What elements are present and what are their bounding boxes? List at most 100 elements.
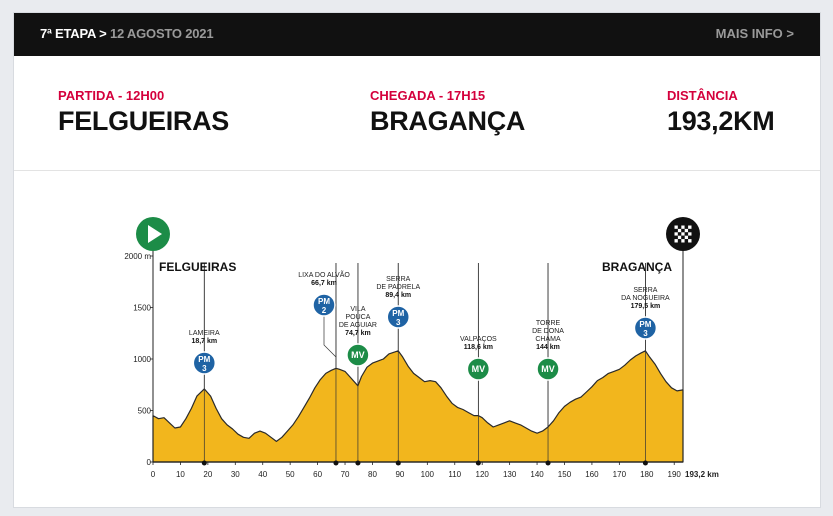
checkered-flag-cell [674, 239, 678, 243]
x-tick-label: 40 [258, 470, 267, 479]
checkered-flag-cell [674, 228, 678, 233]
y-tick-label: 0 [147, 458, 152, 467]
x-tick-label: 0 [151, 470, 156, 479]
distance-value: 193,2KM [667, 106, 775, 136]
x-tick-label: 90 [395, 470, 404, 479]
checkered-flag-cell [681, 225, 685, 229]
km-dot [395, 460, 401, 466]
checkered-flag-cell [684, 235, 689, 240]
checkered-flag-cell [688, 225, 692, 229]
x-tick-label: 70 [341, 470, 350, 479]
distance-info: DISTÂNCIA 193,2KM [667, 88, 775, 137]
x-tick-label: 20 [203, 470, 212, 479]
start-city: FELGUEIRAS [58, 106, 230, 136]
finish-info: CHEGADA - 17H15 BRAGANÇA [370, 88, 525, 137]
waypoint-name: DA NOGUEIRA [621, 295, 670, 302]
waypoint-distance: 89,4 km [385, 292, 411, 299]
stage-header: 7ª ETAPA > 12 AGOSTO 2021 MAIS INFO > [14, 13, 820, 56]
stage-label[interactable]: 7ª ETAPA > [40, 26, 107, 41]
stage-date: 12 AGOSTO 2021 [109, 26, 214, 41]
waypoint-distance: 118,6 km [464, 344, 493, 351]
mountain-prize-badge [192, 351, 217, 375]
checkered-flag-cell [681, 235, 685, 240]
y-tick-label: 1500 [133, 304, 151, 313]
badge-type: MV [472, 364, 486, 374]
checkered-flag-cell [681, 232, 685, 236]
x-tick-label: 140 [530, 470, 544, 479]
waypoint-distance: 144 km [536, 344, 560, 351]
play-icon [148, 225, 162, 243]
waypoint-name: POUCA [345, 314, 370, 321]
checkered-flag-cell [674, 225, 678, 229]
x-tick-label: 60 [313, 470, 322, 479]
badge-type: PM [318, 297, 330, 306]
badge-type: PM [198, 355, 210, 364]
waypoint-distance: 18,7 km [191, 338, 217, 345]
km-dot [201, 460, 207, 466]
waypoint-name: SERRA [386, 276, 410, 283]
waypoint-name: VALPAÇOS [460, 336, 497, 343]
x-tick-label: 120 [476, 470, 490, 479]
waypoint-name: DE DONA [532, 328, 564, 335]
mountain-prize-badge [386, 305, 410, 329]
checkered-flag-cell [688, 228, 692, 233]
elevation-area [152, 350, 684, 463]
badge-category: 2 [322, 306, 327, 315]
sprint-badge [536, 357, 560, 381]
sprint-badge [346, 343, 370, 367]
badge-type: MV [541, 364, 555, 374]
finish-city: BRAGANÇA [370, 106, 526, 136]
waypoint-name: VILA [350, 306, 366, 313]
checkered-flag-cell [684, 232, 689, 236]
mountain-prize-badge [312, 293, 336, 317]
x-tick-label: 170 [613, 470, 627, 479]
x-tick-label: 30 [231, 470, 240, 479]
y-tick-label: 2000 m [124, 252, 151, 261]
waypoint-name: CHAMA [535, 336, 561, 343]
checkered-flag-cell [674, 235, 678, 240]
checkered-flag-cell [677, 228, 682, 233]
km-dot [333, 460, 339, 466]
checkered-flag-cell [688, 235, 692, 240]
elevation-profile-chart: 2000 m 1500 1000 500 0 0 10 20 30 40 50 60 70 80 90 100… [124, 217, 719, 479]
start-info: PARTIDA - 12H00 FELGUEIRAS [58, 88, 229, 137]
checkered-flag-cell [684, 225, 689, 229]
more-info-link[interactable]: MAIS INFO > [715, 26, 794, 41]
waypoint-name: LAMEIRA [189, 330, 220, 337]
checkered-flag-cell [688, 232, 692, 236]
checkered-flag-cell [674, 232, 678, 236]
checkered-flag-cell [677, 239, 682, 243]
distance-label: DISTÂNCIA [667, 88, 738, 103]
x-tick-label: 110 [448, 470, 461, 479]
badge-category: 3 [643, 329, 648, 338]
y-tick-label: 1000 [133, 355, 151, 364]
badge-category: 3 [396, 318, 401, 327]
km-dot [642, 460, 648, 466]
waypoint-distance: 66,7 km [311, 280, 337, 287]
waypoint-distance: 179,5 km [631, 303, 661, 310]
mountain-prize-badge [633, 316, 658, 340]
x-tick-label: 100 [421, 470, 435, 479]
stage-title: 7ª ETAPA > 12 AGOSTO 2021 [40, 26, 214, 41]
waypoint-name: TORRE [536, 320, 561, 327]
badge-category: 3 [202, 364, 207, 373]
x-tick-label: 80 [368, 470, 377, 479]
stage-card: 7ª ETAPA > 12 AGOSTO 2021 MAIS INFO > PA… [13, 12, 821, 508]
waypoint-name: SERRA [633, 287, 657, 294]
x-tick-label: 150 [558, 470, 572, 479]
sprint-badge [466, 357, 491, 381]
checkered-flag-cell [677, 232, 682, 236]
start-city-label: FELGUEIRAS [159, 260, 236, 274]
y-tick-label: 500 [138, 407, 152, 416]
badge-type: PM [392, 309, 404, 318]
waypoint-name: DE PADRELA [376, 284, 420, 291]
km-dot [355, 460, 361, 466]
waypoint-name: LIXA DO ALVÃO [298, 270, 350, 279]
finish-city-label: BRAGANÇA [602, 260, 672, 274]
start-label: PARTIDA - 12H00 [58, 88, 165, 103]
checkered-flag-cell [681, 239, 685, 243]
x-tick-label: 190 [668, 470, 682, 479]
km-dot [475, 460, 481, 466]
checkered-flag-cell [677, 235, 682, 240]
divider [14, 170, 820, 171]
